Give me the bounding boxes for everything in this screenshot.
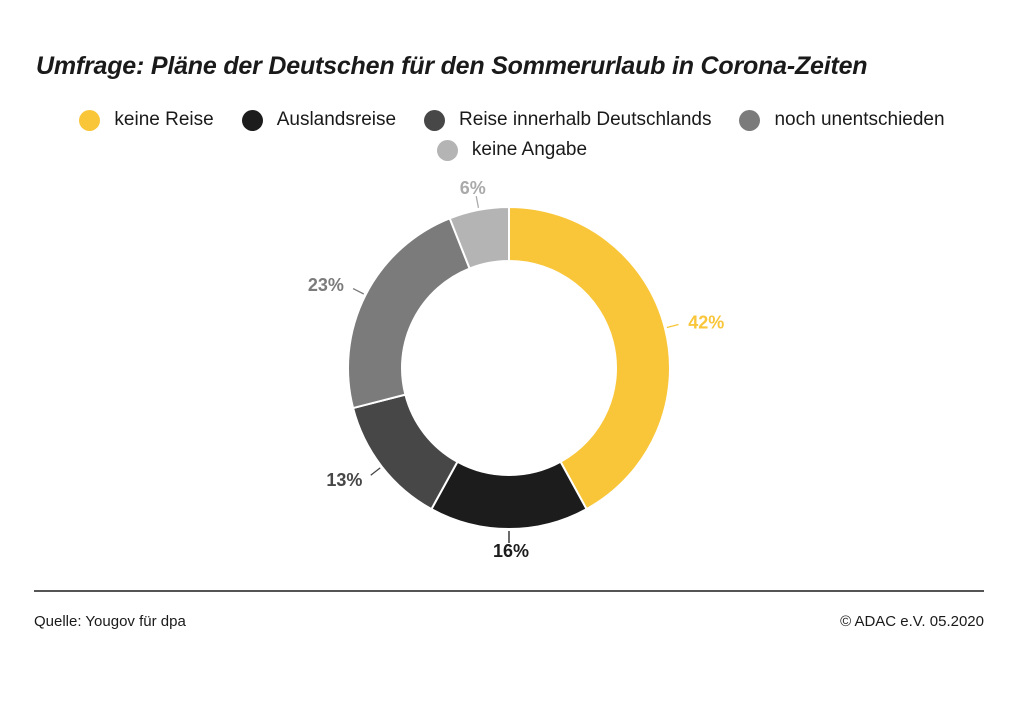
donut-slice [508, 205, 671, 511]
legend-swatch [436, 139, 458, 161]
legend-label: Auslandsreise [276, 109, 397, 130]
legend-item: keine Reise [79, 108, 214, 132]
donut-slice [347, 217, 471, 410]
legend-swatch [79, 109, 101, 131]
legend-label: noch unentschieden [774, 109, 945, 130]
legend-swatch [424, 109, 446, 131]
legend-label: Reise innerhalb Deutschlands [459, 109, 712, 130]
divider [34, 590, 984, 592]
leader-line [352, 287, 365, 295]
slice-value-label: 16% [493, 541, 529, 561]
donut-slice [430, 460, 588, 530]
leader-line [370, 467, 381, 476]
slice-value-label: 23% [308, 275, 344, 295]
legend-swatch [739, 109, 761, 131]
legend-swatch [241, 109, 263, 131]
copyright-note: © ADAC e.V. 05.2020 [840, 613, 984, 630]
donut-slice [351, 393, 459, 511]
donut-chart: 42% 16% 13% 23% 6% [308, 178, 724, 561]
legend-item: noch unentschieden [739, 108, 945, 132]
legend-item: Reise innerhalb Deutschlands [424, 108, 711, 132]
chart-legend: keine Reise Auslandsreise Reise innerhalb … [0, 108, 1024, 162]
slice-value-label: 13% [326, 470, 362, 490]
legend-label: keine Reise [114, 109, 214, 130]
legend-item: Auslandsreise [241, 108, 397, 132]
slice-value-label: 42% [688, 312, 724, 332]
legend-item: keine Angabe [0, 138, 1024, 162]
leader-line [666, 323, 679, 329]
donut-slice [448, 205, 510, 270]
leader-line [475, 195, 480, 209]
slice-value-label: 6% [460, 178, 486, 198]
chart-title: Umfrage: Pläne der Deutschen für den Som… [36, 52, 868, 80]
source-note: Quelle: Yougov für dpa [34, 613, 186, 630]
legend-label: keine Angabe [471, 139, 588, 160]
